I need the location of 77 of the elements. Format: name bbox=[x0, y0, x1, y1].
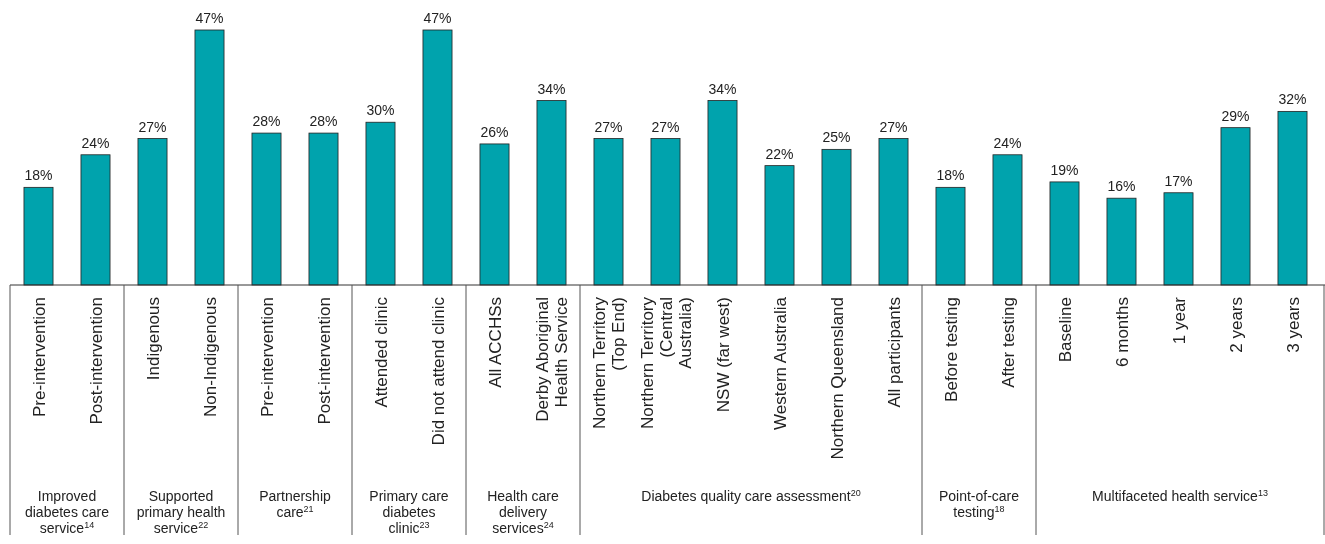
bar bbox=[194, 29, 225, 286]
bar bbox=[137, 138, 168, 286]
data-label: 28% bbox=[252, 113, 281, 130]
bar bbox=[536, 100, 567, 286]
x-tick-label: Northern Territory (Top End) bbox=[590, 296, 628, 429]
bar bbox=[1277, 110, 1308, 286]
bar bbox=[1220, 127, 1251, 286]
bar bbox=[707, 100, 738, 286]
x-tick-label: Pre-intervention bbox=[257, 297, 277, 418]
data-label: 29% bbox=[1221, 107, 1250, 124]
data-label: 24% bbox=[81, 134, 110, 151]
text: Point-of-care testing$^{18}$ bbox=[938, 488, 1020, 520]
data-label: 22% bbox=[765, 145, 794, 162]
bar bbox=[935, 186, 966, 286]
x-tick-label: Pre-intervention bbox=[29, 297, 49, 418]
x-tick-label: Northern Territory (Central Australia) bbox=[637, 296, 695, 429]
x-tick-label: Did not attend clinic bbox=[428, 296, 448, 446]
data-label: 30% bbox=[366, 102, 395, 119]
text: Health care delivery services$^{24}$ bbox=[487, 488, 560, 536]
data-label: 27% bbox=[651, 118, 680, 135]
text: Supported primary health service$^{22}$ bbox=[136, 488, 226, 536]
data-label: 34% bbox=[537, 80, 566, 97]
x-tick-label: All ACCHSs bbox=[485, 297, 505, 388]
text: Multifaceted health service$^{13}$ bbox=[1092, 488, 1268, 504]
x-tick-label: Post-intervention bbox=[86, 297, 106, 425]
bar bbox=[1049, 181, 1080, 286]
bar bbox=[821, 148, 852, 286]
bar bbox=[422, 29, 453, 286]
bar bbox=[23, 186, 54, 286]
data-label: 17% bbox=[1164, 172, 1193, 189]
data-label: 27% bbox=[879, 118, 908, 135]
text: Diabetes quality care assessment$^{20}$ bbox=[641, 488, 861, 504]
data-label: 28% bbox=[309, 113, 338, 130]
bar bbox=[593, 138, 624, 286]
bar bbox=[479, 143, 510, 286]
bar bbox=[251, 132, 282, 286]
x-tick-label: Attended clinic bbox=[371, 296, 391, 408]
x-tick-label: Before testing bbox=[941, 297, 961, 402]
x-tick-label: 6 months bbox=[1112, 297, 1132, 367]
data-label: 34% bbox=[708, 80, 737, 97]
data-label: 27% bbox=[594, 118, 623, 135]
text: Partnership care$^{21}$ bbox=[259, 488, 332, 520]
x-tick-label: Northern Queensland bbox=[827, 297, 847, 460]
data-label: 18% bbox=[24, 167, 53, 184]
data-label: 27% bbox=[138, 118, 167, 135]
x-tick-label: Indigenous bbox=[143, 297, 163, 381]
bar bbox=[1106, 197, 1137, 286]
bar bbox=[992, 154, 1023, 286]
bar bbox=[878, 138, 909, 286]
x-tick-label: Western Australia bbox=[770, 296, 790, 430]
data-label: 19% bbox=[1050, 161, 1079, 178]
bar bbox=[1163, 192, 1194, 286]
x-tick-label: All participants bbox=[884, 297, 904, 408]
data-label: 16% bbox=[1107, 178, 1136, 195]
x-tick-label: 1 year bbox=[1169, 296, 1189, 345]
x-tick-label: Non-Indigenous bbox=[200, 297, 220, 418]
data-label: 25% bbox=[822, 129, 851, 146]
data-label: 32% bbox=[1278, 91, 1307, 108]
x-tick-label: Baseline bbox=[1055, 297, 1075, 363]
x-tick-label: Post-intervention bbox=[314, 297, 334, 425]
x-tick-label: Derby Aboriginal Health Service bbox=[533, 297, 571, 422]
text: Improved diabetes care service$^{14}$ bbox=[24, 488, 110, 536]
x-tick-label: NSW (far west) bbox=[713, 297, 733, 413]
data-label: 47% bbox=[195, 10, 224, 26]
x-tick-label: After testing bbox=[998, 297, 1018, 388]
text: Primary care diabetes clinic$^{23}$ bbox=[369, 488, 449, 536]
data-label: 18% bbox=[936, 167, 965, 184]
bar bbox=[365, 121, 396, 286]
bar bbox=[308, 132, 339, 286]
bar bbox=[764, 165, 795, 286]
data-label: 47% bbox=[423, 10, 452, 26]
data-label: 26% bbox=[480, 123, 509, 140]
bar bbox=[80, 154, 111, 286]
data-label: 24% bbox=[993, 134, 1022, 151]
bar bbox=[650, 138, 681, 286]
x-tick-label: 3 years bbox=[1283, 297, 1303, 353]
x-tick-label: 2 years bbox=[1226, 297, 1246, 353]
